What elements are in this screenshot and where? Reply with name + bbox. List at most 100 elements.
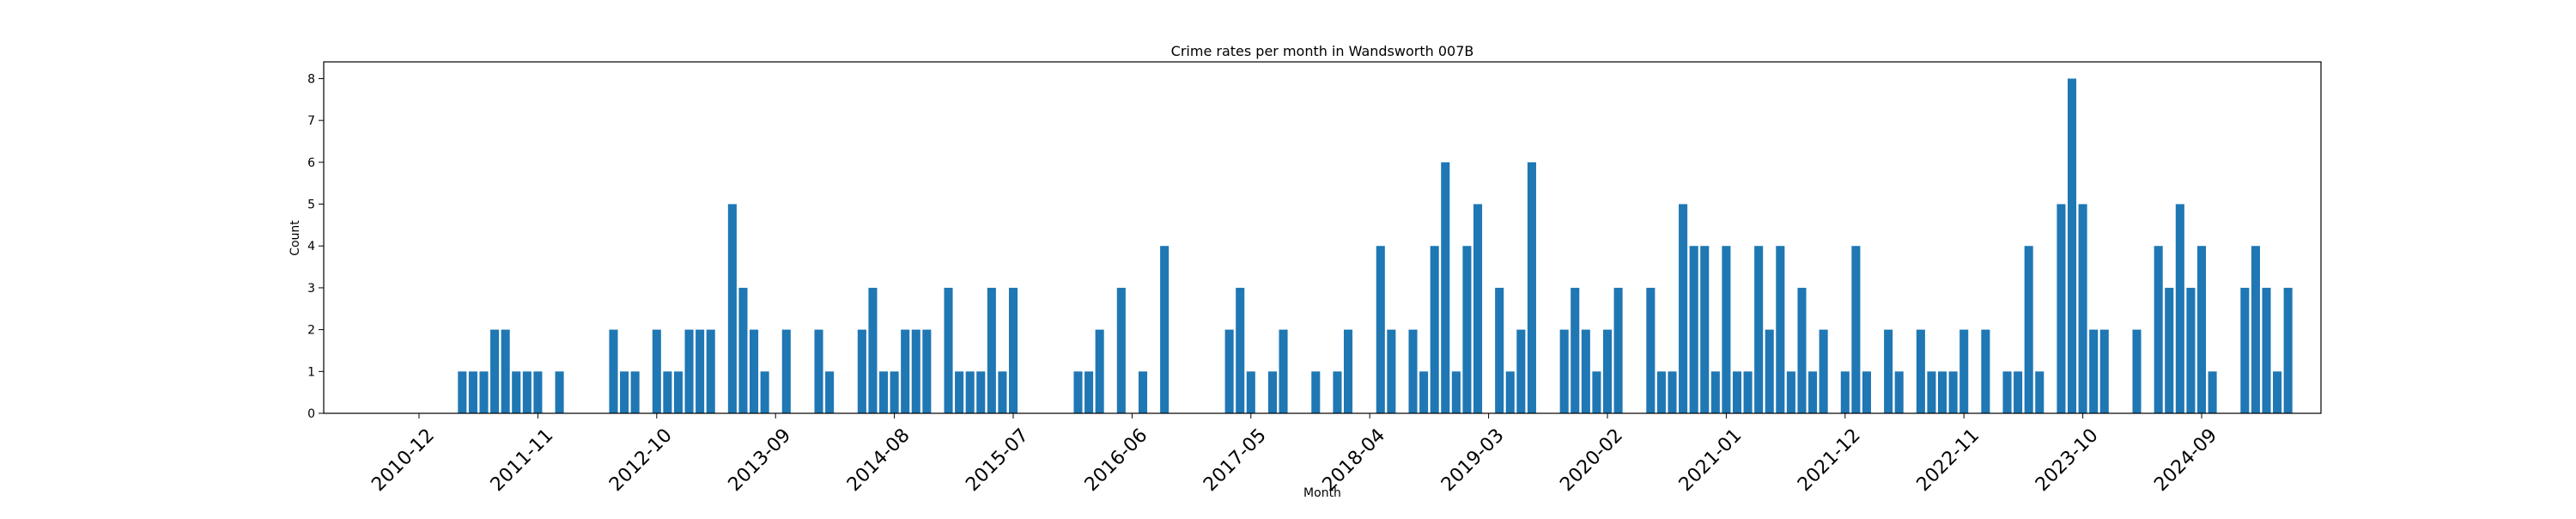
x-tick-label: 2017-05 <box>1200 424 1271 496</box>
chart-title: Crime rates per month in Wandsworth 007B <box>1171 43 1474 59</box>
bar-2015-02 <box>955 371 964 413</box>
bar-2021-04 <box>1754 246 1764 413</box>
x-tick-label: 2021-01 <box>1675 424 1747 496</box>
bar-2021-07 <box>1786 371 1795 413</box>
bar-2012-07 <box>620 371 629 413</box>
y-tick-label: 6 <box>307 156 315 170</box>
bar-2024-05 <box>2154 246 2163 413</box>
bar-2017-08 <box>1279 329 1288 413</box>
x-tick-label: 2010-12 <box>368 424 439 496</box>
bar-2022-10 <box>1948 371 1958 413</box>
bar-2014-05 <box>857 329 866 413</box>
bar-2025-04 <box>2273 371 2282 413</box>
bar-2015-06 <box>998 371 1007 413</box>
bar-2022-04 <box>1884 329 1893 413</box>
bar-2024-09 <box>2196 246 2207 413</box>
bar-2018-01 <box>1333 371 1342 413</box>
y-tick-label: 2 <box>307 324 315 338</box>
x-tick-label: 2022-11 <box>1913 424 1984 496</box>
bar-2025-02 <box>2251 246 2260 413</box>
bar-2020-11 <box>1700 246 1710 413</box>
bar-2013-10 <box>781 329 791 413</box>
bar-2023-06 <box>2035 371 2044 413</box>
y-tick-label: 1 <box>307 365 315 379</box>
bar-2025-05 <box>2283 287 2293 413</box>
bar-2015-03 <box>965 371 975 413</box>
bar-2018-02 <box>1344 329 1353 413</box>
x-tick-label: 2016-06 <box>1081 424 1152 496</box>
bar-2022-11 <box>1959 329 1969 413</box>
bar-2019-01 <box>1462 246 1472 413</box>
bar-2025-03 <box>2262 287 2271 413</box>
bar-2014-11 <box>922 329 932 413</box>
bar-2016-02 <box>1084 371 1094 413</box>
bar-2018-06 <box>1387 329 1396 413</box>
x-tick-label: 2021-12 <box>1794 424 1865 496</box>
bar-2011-07 <box>490 329 500 413</box>
bar-2022-07 <box>1916 329 1925 413</box>
bar-2018-08 <box>1408 329 1418 413</box>
bar-2019-05 <box>1505 371 1515 413</box>
bar-2015-07 <box>1008 287 1018 413</box>
bar-2022-02 <box>1862 371 1871 413</box>
bar-2016-05 <box>1116 287 1126 413</box>
bar-2016-09 <box>1160 246 1170 413</box>
bar-2021-10 <box>1819 329 1828 413</box>
bar-2019-11 <box>1571 287 1580 413</box>
bar-2022-01 <box>1851 246 1861 413</box>
bar-2013-05 <box>727 204 737 413</box>
bar-2015-01 <box>944 287 953 413</box>
bar-2012-08 <box>630 371 640 413</box>
bar-2018-12 <box>1451 371 1461 413</box>
y-axis: 0 1 2 3 4 5 6 7 8 <box>307 72 324 421</box>
bar-2019-07 <box>1527 162 1536 414</box>
bar-2013-06 <box>738 287 748 413</box>
bar-2018-10 <box>1430 246 1439 413</box>
bar-2023-01 <box>1981 329 1990 413</box>
bar-2023-04 <box>2014 371 2023 413</box>
bar-2023-03 <box>2002 371 2012 413</box>
x-axis: 2010-12 2011-11 2012-10 2013-09 2014-08 2015-… <box>368 413 2221 496</box>
bar-2016-01 <box>1073 371 1083 413</box>
y-tick-label: 5 <box>307 198 315 212</box>
bar-2023-05 <box>2024 246 2033 413</box>
bar-2011-09 <box>512 371 521 413</box>
bar-2012-06 <box>609 329 618 413</box>
bar-2013-07 <box>750 329 759 413</box>
bar-2021-02 <box>1732 371 1742 413</box>
bars-layer <box>458 78 2293 414</box>
bar-2023-11 <box>2089 329 2099 413</box>
bar-2021-08 <box>1797 287 1807 413</box>
bar-2019-06 <box>1516 329 1526 413</box>
bar-2014-06 <box>868 287 878 413</box>
bar-2013-03 <box>706 329 715 413</box>
y-axis-label: Count <box>289 220 302 256</box>
bar-2017-05 <box>1246 371 1255 413</box>
bar-2011-08 <box>501 329 510 413</box>
bar-2013-02 <box>696 329 705 413</box>
bar-2018-09 <box>1419 371 1429 413</box>
bar-2024-08 <box>2186 287 2196 413</box>
bar-2015-04 <box>976 371 986 413</box>
bar-2019-04 <box>1495 287 1504 413</box>
bar-2017-03 <box>1224 329 1234 413</box>
bar-2020-07 <box>1656 371 1666 413</box>
bar-2023-08 <box>2057 204 2066 413</box>
bar-2014-07 <box>878 371 889 413</box>
bar-2020-09 <box>1679 204 1688 413</box>
bar-2015-05 <box>987 287 996 413</box>
bar-2020-02 <box>1602 329 1613 413</box>
bar-2014-08 <box>890 371 899 413</box>
x-tick-label: 2011-11 <box>487 424 558 496</box>
x-tick-label: 2024-09 <box>2150 424 2221 496</box>
bar-2012-10 <box>652 329 661 413</box>
bar-2014-09 <box>901 329 910 413</box>
bar-2020-12 <box>1710 371 1720 413</box>
bar-2011-10 <box>522 371 532 413</box>
bar-2021-01 <box>1722 246 1731 413</box>
bar-2023-09 <box>2067 78 2077 413</box>
bar-2020-10 <box>1689 246 1698 413</box>
bar-2022-09 <box>1938 371 1947 413</box>
x-tick-label: 2018-04 <box>1319 424 1390 496</box>
bar-2011-04 <box>458 371 467 413</box>
